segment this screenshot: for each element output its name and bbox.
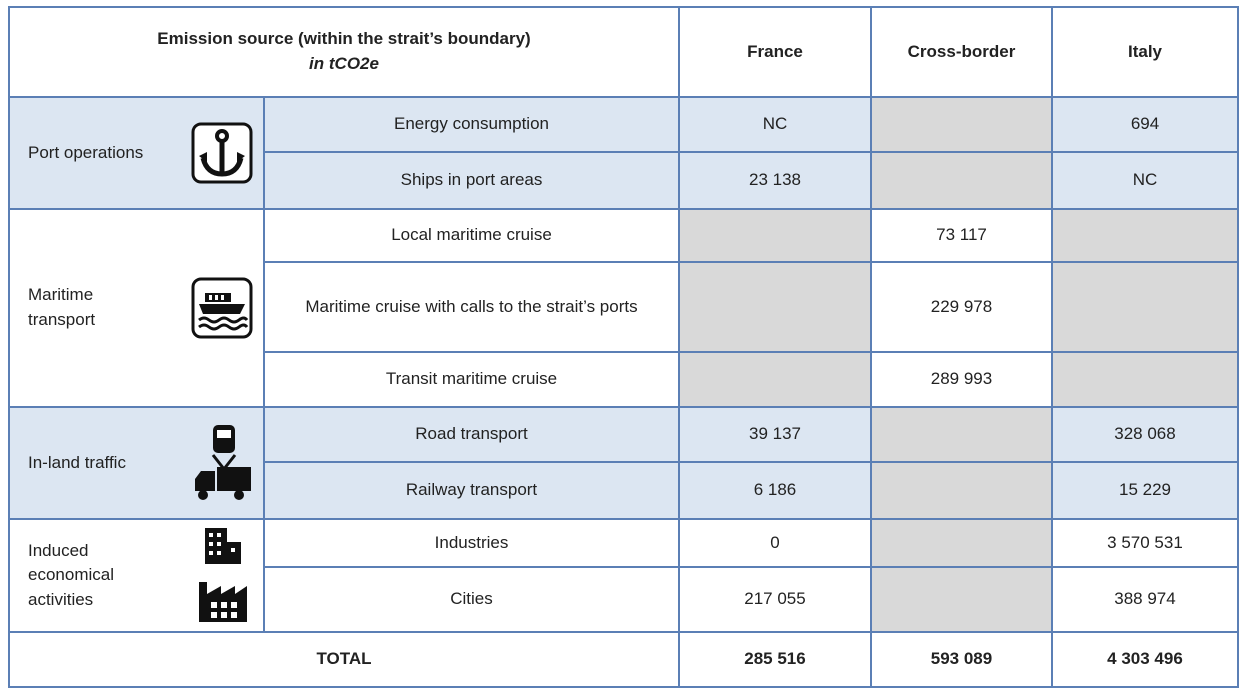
empty-cell bbox=[678, 208, 872, 263]
value-cell: 289 993 bbox=[870, 351, 1053, 408]
total-row: TOTAL 285 516 593 089 4 303 496 bbox=[8, 631, 1239, 688]
value-cell: 39 137 bbox=[678, 406, 872, 463]
table-row: Port operations Energy consumption NC 694 bbox=[8, 96, 1239, 210]
group-label: Port operations bbox=[28, 142, 144, 162]
group-content: Induced economical activities bbox=[20, 526, 253, 626]
header-column: Cross-border bbox=[870, 6, 1053, 98]
value-cell: 229 978 bbox=[870, 261, 1053, 353]
empty-cell bbox=[870, 96, 1053, 153]
group-label: Induced economical activities bbox=[28, 540, 114, 609]
group-label: Maritime transport bbox=[28, 285, 96, 329]
value-cell: 694 bbox=[1051, 96, 1239, 153]
value-cell: 3 570 531 bbox=[1051, 518, 1239, 568]
table-row: Maritime cruise with calls to the strait… bbox=[9, 261, 1239, 353]
source-cell: Ships in port areas bbox=[263, 151, 680, 210]
header-cell: Emission source (within the strait’s bou… bbox=[8, 6, 680, 98]
empty-cell bbox=[678, 261, 872, 353]
source-cell: Industries bbox=[263, 518, 680, 568]
source-cell: Energy consumption bbox=[263, 96, 680, 153]
source-cell: Road transport bbox=[263, 406, 680, 463]
value-cell: 15 229 bbox=[1051, 461, 1239, 520]
source-cell: Railway transport bbox=[263, 461, 680, 520]
table-row: Ships in port areas 23 138 NC bbox=[9, 151, 1239, 210]
source-cell: Transit maritime cruise bbox=[263, 351, 680, 408]
empty-cell bbox=[1051, 261, 1239, 353]
value-cell: 217 055 bbox=[678, 566, 872, 633]
value-cell: 23 138 bbox=[678, 151, 872, 210]
table-body: Emission source (within the strait’s bou… bbox=[8, 6, 1239, 688]
ship-icon bbox=[191, 277, 253, 339]
header-column: France bbox=[678, 6, 872, 98]
table-row: Cities 217 055 388 974 bbox=[9, 566, 1239, 633]
value-cell: 6 186 bbox=[678, 461, 872, 520]
header-unit: in tCO2e bbox=[309, 54, 379, 73]
group-cell: Induced economical activities bbox=[8, 518, 265, 633]
table-row: In-land traffic Road transport 39 137 328 0… bbox=[8, 406, 1239, 520]
empty-cell bbox=[870, 461, 1053, 520]
value-cell: 73 117 bbox=[870, 208, 1053, 263]
empty-cell bbox=[870, 566, 1053, 633]
group-cell: In-land traffic bbox=[8, 406, 265, 520]
anchor-icon bbox=[191, 122, 253, 184]
value-cell: NC bbox=[1051, 151, 1239, 210]
empty-cell bbox=[1051, 351, 1239, 408]
value-cell: 328 068 bbox=[1051, 406, 1239, 463]
traffic-icon bbox=[195, 425, 251, 500]
empty-cell bbox=[870, 518, 1053, 568]
group-cell: Port operations bbox=[8, 96, 265, 210]
empty-cell bbox=[870, 406, 1053, 463]
empty-cell bbox=[678, 351, 872, 408]
table-row: Induced economical activities Industries 0… bbox=[8, 518, 1239, 633]
group-content: Port operations bbox=[20, 122, 253, 184]
group-label: In-land traffic bbox=[28, 452, 126, 472]
value-cell: NC bbox=[678, 96, 872, 153]
industry-icon bbox=[199, 527, 247, 622]
table-row: Transit maritime cruise 289 993 bbox=[9, 351, 1239, 408]
group-content: Maritime transport bbox=[20, 277, 253, 339]
value-cell: 388 974 bbox=[1051, 566, 1239, 633]
group-content: In-land traffic bbox=[20, 423, 253, 503]
source-cell: Cities bbox=[263, 566, 680, 633]
empty-cell bbox=[870, 151, 1053, 210]
total-label: TOTAL bbox=[8, 631, 680, 688]
source-cell: Maritime cruise with calls to the strait… bbox=[263, 261, 680, 353]
value-cell: 0 bbox=[678, 518, 872, 568]
emission-table: Emission source (within the strait’s bou… bbox=[8, 6, 1239, 688]
header-title: Emission source (within the strait’s bou… bbox=[157, 29, 531, 49]
header-column: Italy bbox=[1051, 6, 1239, 98]
header-row: Emission source (within the strait’s bou… bbox=[8, 6, 1239, 98]
group-cell: Maritime transport bbox=[8, 208, 265, 408]
table-row: Railway transport 6 186 15 229 bbox=[9, 461, 1239, 520]
total-value: 285 516 bbox=[678, 631, 872, 688]
total-value: 593 089 bbox=[870, 631, 1053, 688]
empty-cell bbox=[1051, 208, 1239, 263]
total-value: 4 303 496 bbox=[1051, 631, 1239, 688]
table-row: Maritime transport Local maritime cruise 7… bbox=[8, 208, 1239, 408]
source-cell: Local maritime cruise bbox=[263, 208, 680, 263]
